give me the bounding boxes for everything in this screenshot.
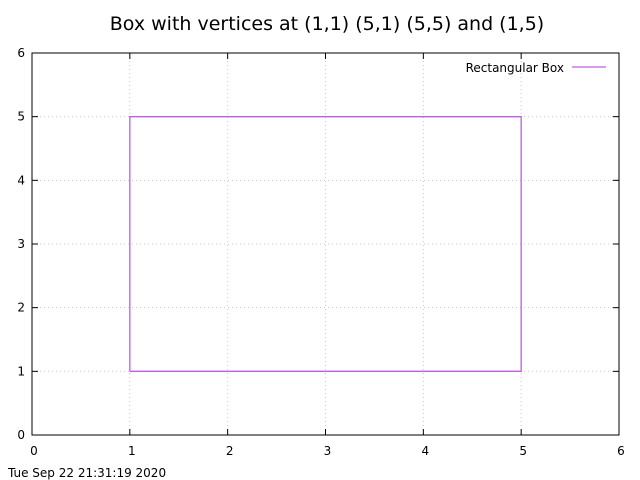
- x-tick-label: 4: [422, 444, 430, 458]
- y-tick-label: 5: [17, 110, 25, 124]
- x-tick-label: 3: [324, 444, 332, 458]
- y-tick-label: 4: [17, 173, 25, 187]
- legend: Rectangular Box: [466, 61, 606, 75]
- x-tick-label: 6: [617, 444, 625, 458]
- y-tick-label: 1: [17, 364, 25, 378]
- x-tick-label: 5: [519, 444, 527, 458]
- legend-label: Rectangular Box: [466, 61, 564, 75]
- x-tick-label: 1: [128, 444, 136, 458]
- x-tick-label: 0: [30, 444, 38, 458]
- series-layer: [129, 116, 522, 372]
- grid-lines: [32, 53, 619, 435]
- y-tick-label: 3: [17, 237, 25, 251]
- chart-title: Box with vertices at (1,1) (5,1) (5,5) a…: [110, 13, 544, 35]
- y-tick-label: 6: [17, 46, 25, 60]
- x-tick-label: 2: [226, 444, 234, 458]
- timestamp: Tue Sep 22 21:31:19 2020: [7, 466, 166, 480]
- axis-ticks: 0 1 2 3 4 5 6 0 1 2 3 4 5 6: [17, 46, 624, 458]
- series-line-0: [129, 116, 522, 372]
- y-tick-label: 0: [17, 428, 25, 442]
- y-tick-label: 2: [17, 301, 25, 315]
